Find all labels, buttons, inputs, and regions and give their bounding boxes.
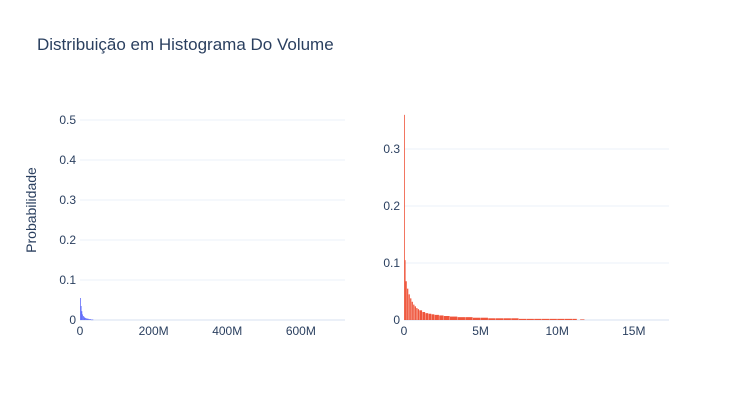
- left-histogram-bar: [82, 316, 84, 320]
- right-x-tick-label: 15M: [622, 324, 645, 338]
- right-histogram-bar: [413, 304, 415, 320]
- left-y-tick-label: 0.4: [59, 153, 76, 167]
- right-histogram-bar: [417, 309, 420, 320]
- right-histogram-bar: [480, 317, 488, 320]
- right-y-tick-label: 0.3: [383, 142, 400, 156]
- left-histogram-bar: [90, 319, 92, 320]
- right-histogram-bar: [457, 317, 465, 320]
- right-histogram-bar: [534, 318, 542, 320]
- right-histogram-bar: [449, 316, 458, 320]
- left-y-tick-label: 0.2: [59, 233, 76, 247]
- right-x-tick-label: 5M: [472, 324, 489, 338]
- right-y-tick-label: 0.2: [383, 199, 400, 213]
- right-histogram-bar: [580, 319, 585, 320]
- right-y-tick-label: 0.1: [383, 256, 400, 270]
- left-histogram-bar: [81, 311, 83, 320]
- right-histogram-bar: [526, 318, 534, 320]
- right-histogram-bar: [443, 316, 450, 320]
- right-histogram-bar: [557, 318, 565, 320]
- right-histogram-bar: [434, 314, 439, 320]
- right-histogram-bar: [472, 317, 481, 320]
- left-x-tick-label: 0: [77, 324, 84, 338]
- left-histogram-bar: [86, 318, 88, 320]
- right-histogram-bar: [405, 281, 407, 320]
- right-histogram-bar: [518, 318, 527, 320]
- right-histogram-bar: [419, 310, 423, 320]
- right-x-tick-label: 10M: [546, 324, 569, 338]
- left-histogram-bar: [84, 317, 86, 320]
- left-histogram-bar: [89, 319, 91, 320]
- right-x-tick-label: 0: [401, 324, 408, 338]
- left-histogram-bar: [82, 314, 84, 320]
- left-histogram-bar: [85, 318, 86, 320]
- left-histogram-bar: [91, 319, 93, 321]
- left-x-tick-label: 600M: [286, 324, 316, 338]
- left-y-tick-label: 0.1: [59, 273, 76, 287]
- right-histogram-bar: [407, 288, 409, 320]
- right-histogram-bar: [549, 318, 557, 320]
- right-histogram-bar: [411, 301, 413, 320]
- left-histogram-bar: [91, 319, 92, 321]
- right-histogram-bar: [564, 318, 573, 320]
- right-histogram-bar: [428, 313, 432, 320]
- left-histogram-bar: [85, 318, 87, 320]
- right-histogram-bar: [465, 317, 473, 320]
- right-histogram-bar: [416, 308, 418, 320]
- right-histogram-bar: [408, 294, 410, 320]
- left-histogram-bar: [80, 306, 82, 320]
- left-x-tick-label: 200M: [139, 324, 169, 338]
- left-x-tick-label: 400M: [212, 324, 242, 338]
- left-y-tick-label: 0: [69, 313, 76, 327]
- left-subplot: 0 0.1 0.2 0.3 0.4 0.5 0 200M 400M 600M: [59, 113, 345, 338]
- left-y-tick-label: 0.5: [59, 113, 76, 127]
- right-histogram-bar: [439, 315, 444, 320]
- right-histogram-bar: [495, 318, 504, 320]
- right-histogram-bar: [431, 314, 435, 320]
- right-y-tick-label: 0: [393, 313, 400, 327]
- chart-title: Distribuição em Histograma Do Volume: [37, 35, 334, 54]
- left-histogram-bar: [83, 316, 85, 320]
- right-histogram-bar: [404, 260, 406, 320]
- left-histogram-bar: [88, 318, 89, 320]
- right-histogram-bar: [410, 298, 412, 320]
- right-histogram-bar: [503, 318, 511, 320]
- right-histogram-bar: [511, 318, 519, 320]
- left-histogram-bar: [87, 318, 89, 320]
- left-histogram-bar: [92, 319, 94, 321]
- y-axis-label: Probabilidade: [23, 167, 39, 253]
- left-histogram-bar: [88, 319, 90, 320]
- left-y-tick-label: 0.3: [59, 193, 76, 207]
- right-subplot: 0 0.1 0.2 0.3 0 5M 10M 15M: [383, 114, 669, 338]
- left-histogram-bar: [80, 298, 81, 320]
- right-histogram-bar: [422, 312, 426, 320]
- right-histogram-bar: [425, 313, 429, 320]
- right-histogram-bar: [488, 318, 496, 320]
- right-histogram-bar: [404, 114, 405, 321]
- right-histogram-bar: [414, 306, 416, 320]
- right-histogram-bar: [572, 318, 577, 320]
- right-histogram-bar: [541, 318, 550, 320]
